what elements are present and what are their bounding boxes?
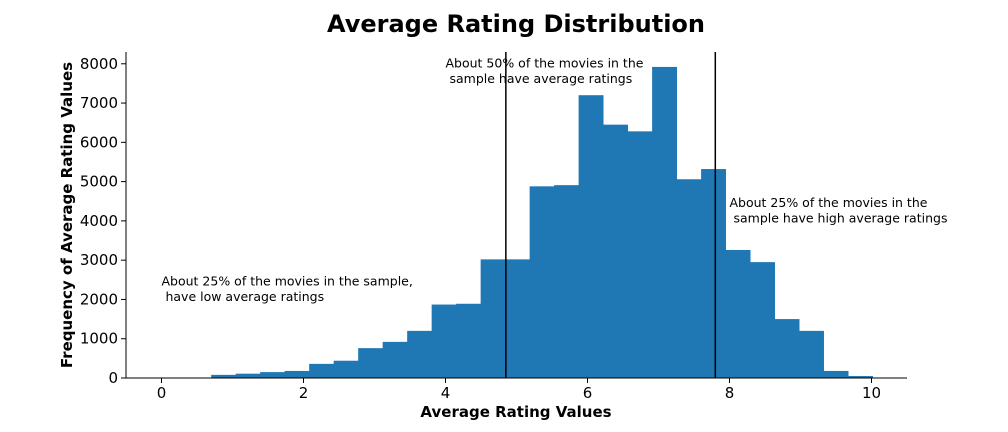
histogram-bar — [627, 131, 653, 378]
histogram-bar — [823, 370, 849, 378]
annotation-line: sample have high average ratings — [730, 211, 948, 226]
annotation-line: About 25% of the movies in the — [730, 195, 928, 210]
y-tick-label: 8000 — [80, 55, 118, 73]
y-axis-ticks: 0 1000 2000 3000 4000 5000 6000 7000 8000 — [80, 55, 126, 387]
histogram-bar — [676, 179, 702, 378]
bars-group — [211, 66, 873, 379]
x-axis-label: Average Rating Values — [420, 403, 611, 421]
x-axis-ticks: 0 2 4 6 8 10 — [157, 378, 881, 402]
annotation-line: sample have average ratings — [446, 71, 633, 86]
histogram-bar — [480, 259, 506, 378]
y-tick-label: 4000 — [80, 212, 118, 230]
annotation-text: About 25% of the movies in the sample ha… — [730, 195, 948, 226]
y-tick-label: 5000 — [80, 173, 118, 191]
histogram-bar — [358, 348, 384, 378]
histogram-bar — [799, 330, 824, 378]
histogram-bar — [260, 372, 286, 378]
histogram-bar — [554, 185, 580, 378]
annotation-text: About 25% of the movies in the sample, h… — [162, 274, 413, 305]
x-tick-label: 8 — [725, 384, 735, 402]
x-tick-label: 10 — [862, 384, 881, 402]
y-tick-label: 3000 — [80, 251, 118, 269]
y-axis-label: Frequency of Average Rating Values — [58, 62, 76, 368]
histogram-bar — [652, 66, 678, 379]
histogram-bar — [774, 319, 800, 378]
histogram-bar — [505, 259, 531, 378]
histogram-bar — [211, 374, 237, 378]
y-tick-label: 2000 — [80, 290, 118, 308]
histogram-bar — [578, 95, 604, 378]
y-tick-label: 0 — [108, 369, 118, 387]
annotation-text: About 50% of the movies in the sample ha… — [446, 56, 644, 87]
histogram-bar — [333, 360, 359, 378]
histogram-bar — [701, 169, 726, 378]
histogram-bar — [431, 304, 457, 378]
y-tick-label: 1000 — [80, 330, 118, 348]
histogram-bar — [848, 376, 873, 378]
reference-lines — [505, 52, 717, 378]
y-tick-label: 7000 — [80, 94, 118, 112]
histogram-bar — [235, 373, 261, 378]
histogram-bar — [603, 124, 629, 378]
histogram-bar — [284, 370, 310, 378]
chart-title: Average Rating Distribution — [327, 10, 705, 38]
histogram-bar — [382, 341, 408, 378]
x-tick-label: 6 — [583, 384, 593, 402]
x-tick-label: 4 — [441, 384, 451, 402]
histogram-bar — [407, 330, 433, 378]
x-tick-label: 2 — [299, 384, 309, 402]
histogram-bar — [309, 363, 335, 378]
annotations: About 25% of the movies in the sample, h… — [162, 56, 948, 304]
annotation-line: have low average ratings — [162, 289, 325, 304]
x-tick-label: 0 — [157, 384, 167, 402]
histogram-bar — [725, 249, 751, 378]
annotation-line: About 25% of the movies in the sample, — [162, 274, 413, 289]
histogram-bar — [750, 262, 775, 378]
annotation-line: About 50% of the movies in the — [446, 56, 644, 71]
histogram-bar — [529, 186, 555, 378]
y-tick-label: 6000 — [80, 133, 118, 151]
histogram-bar — [456, 303, 482, 378]
